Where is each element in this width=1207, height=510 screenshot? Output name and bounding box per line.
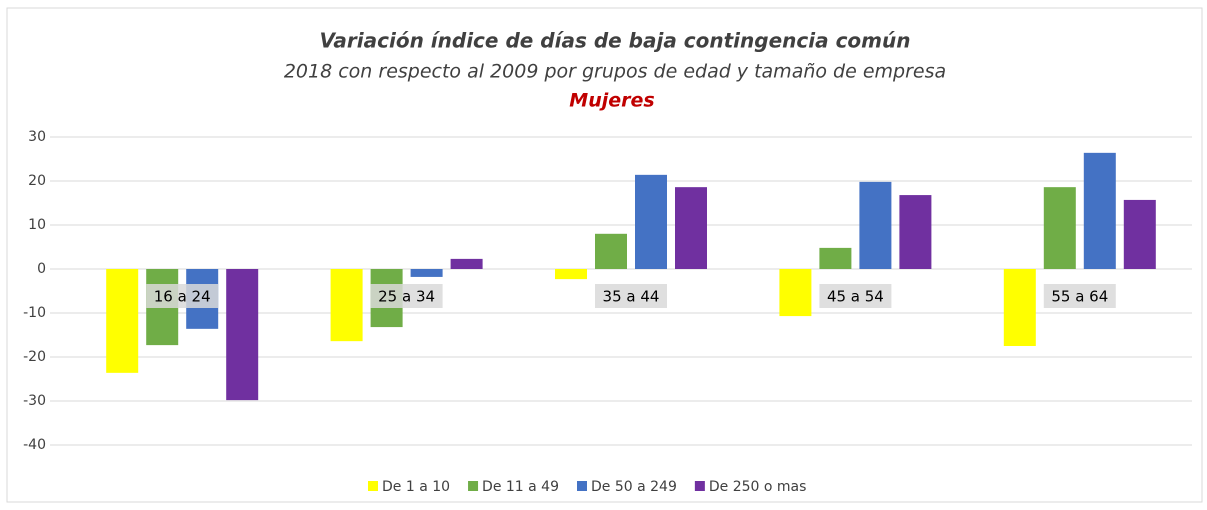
bar bbox=[779, 269, 812, 317]
category-label-bg bbox=[595, 284, 667, 308]
legend-swatch bbox=[468, 481, 479, 491]
bar bbox=[1043, 187, 1076, 269]
bar bbox=[819, 247, 852, 269]
y-tick-label: -10 bbox=[23, 305, 46, 321]
legend-label: De 1 a 10 bbox=[382, 479, 450, 495]
bar bbox=[330, 269, 363, 342]
x-tick-label: 45 a 54 bbox=[827, 288, 884, 306]
legend-label: De 50 a 249 bbox=[591, 479, 677, 495]
bar bbox=[635, 174, 667, 269]
legend-swatch bbox=[694, 481, 705, 491]
y-tick-label: 30 bbox=[28, 129, 46, 145]
x-tick-label: 25 a 34 bbox=[378, 288, 435, 306]
bar bbox=[410, 269, 443, 277]
x-tick-label: 16 a 24 bbox=[154, 288, 211, 306]
legend-label: De 250 o mas bbox=[709, 479, 807, 495]
category-label-bg bbox=[1043, 284, 1116, 308]
x-tick-label: 35 a 44 bbox=[603, 288, 660, 306]
y-tick-label: 10 bbox=[28, 217, 46, 233]
bar bbox=[859, 181, 892, 269]
chart-title: Variación índice de días de baja conting… bbox=[320, 29, 911, 53]
bar bbox=[675, 187, 707, 269]
bar bbox=[450, 258, 483, 269]
category-label-bg bbox=[146, 284, 219, 308]
bar bbox=[595, 233, 627, 269]
legend-swatch bbox=[577, 481, 587, 491]
bar bbox=[1123, 199, 1156, 269]
x-tick-label: 55 a 64 bbox=[1051, 288, 1108, 306]
chart-subtitle: 2018 con respecto al 2009 por grupos de … bbox=[284, 61, 946, 83]
bar bbox=[1083, 152, 1116, 269]
y-tick-label: -30 bbox=[23, 393, 46, 409]
legend-swatch bbox=[368, 481, 378, 491]
bar bbox=[226, 269, 259, 401]
y-tick-label: -40 bbox=[23, 437, 46, 453]
category-label-bg bbox=[819, 284, 892, 308]
category-label-bg bbox=[370, 284, 443, 308]
bar bbox=[106, 269, 139, 373]
bar bbox=[1003, 269, 1036, 346]
bar bbox=[899, 195, 932, 269]
legend-label: De 11 a 49 bbox=[482, 479, 559, 495]
bar bbox=[555, 269, 587, 280]
chart-annotation: Mujeres bbox=[569, 90, 654, 112]
y-tick-label: -20 bbox=[23, 349, 46, 365]
y-tick-label: 20 bbox=[28, 173, 46, 189]
y-tick-label: 0 bbox=[37, 261, 46, 277]
